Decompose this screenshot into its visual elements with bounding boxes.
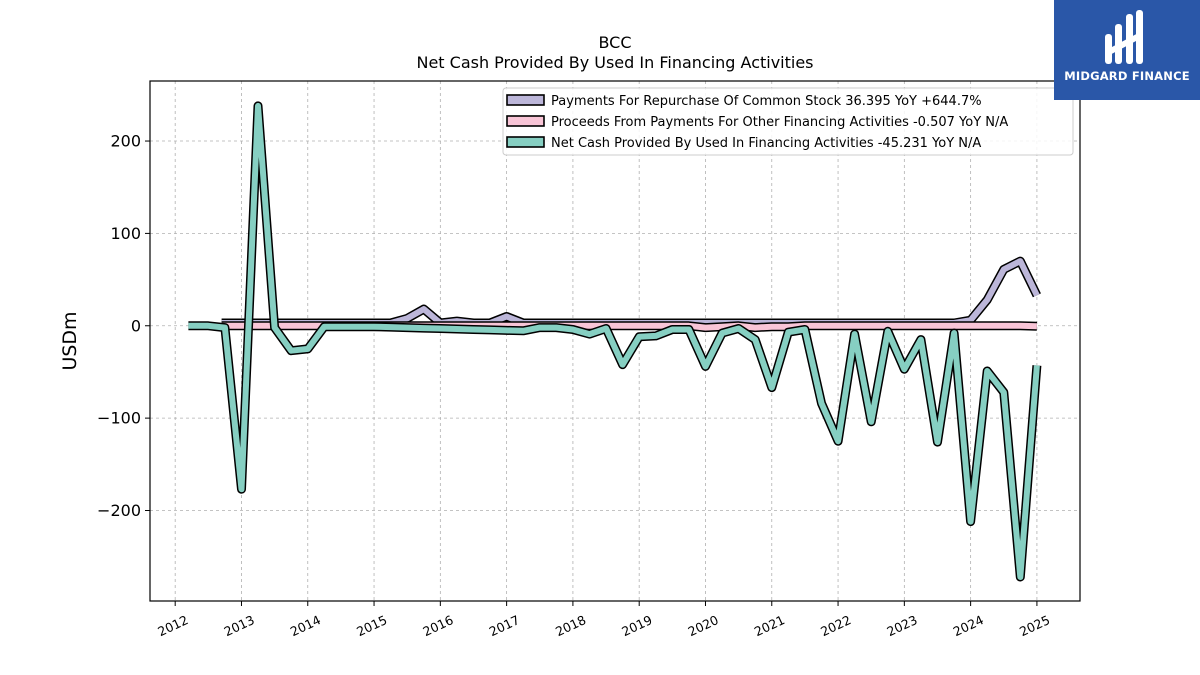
axis-ticks: 2012 2013 2014 2015 2016 2017 2018 2019 2020 2021…	[97, 132, 1052, 640]
brand-name: MIDGARD FINANCE	[1064, 69, 1190, 83]
x-tick-label: 2024	[951, 612, 986, 639]
legend-entry: Payments For Repurchase Of Common Stock …	[551, 94, 982, 109]
x-tick-label: 2019	[619, 612, 654, 639]
x-tick-label: 2016	[420, 612, 455, 639]
chart-title: BCC	[598, 33, 631, 52]
logo-mark-icon	[1105, 10, 1143, 64]
legend-box	[502, 87, 1074, 156]
legend-entry: Net Cash Provided By Used In Financing A…	[551, 136, 981, 151]
x-tick-label: 2020	[686, 612, 721, 639]
y-tick-label: 0	[131, 316, 141, 335]
legend-swatch	[506, 115, 545, 127]
x-tick-label: 2022	[818, 612, 853, 639]
y-tick-label: 100	[110, 224, 141, 243]
y-tick-label: 200	[110, 132, 141, 151]
x-tick-label: 2015	[354, 612, 389, 639]
series-line	[188, 102, 1040, 580]
legend-swatch	[506, 94, 545, 106]
series-layer	[188, 101, 1042, 582]
x-tick-label: 2012	[155, 612, 190, 639]
x-tick-label: 2013	[222, 612, 257, 639]
legend: Payments For Repurchase Of Common Stock …	[502, 87, 1074, 156]
series-line	[221, 258, 1040, 326]
chart-subtitle: Net Cash Provided By Used In Financing A…	[416, 53, 813, 72]
plot-frame	[149, 80, 1081, 602]
brand-logo: MIDGARD FINANCE	[1054, 0, 1200, 100]
y-axis-label: USDm	[59, 311, 81, 370]
x-tick-label: 2025	[1017, 612, 1052, 639]
x-tick-label: 2021	[752, 612, 787, 639]
legend-entry: Proceeds From Payments For Other Financi…	[551, 115, 1008, 130]
legend-swatch	[506, 136, 545, 148]
x-tick-label: 2014	[288, 612, 323, 639]
y-tick-label: −200	[97, 501, 141, 520]
y-tick-label: −100	[97, 409, 141, 428]
x-tick-label: 2023	[884, 612, 919, 639]
x-tick-label: 2017	[487, 612, 522, 639]
x-tick-label: 2018	[553, 612, 588, 639]
series-outline	[221, 256, 1041, 328]
